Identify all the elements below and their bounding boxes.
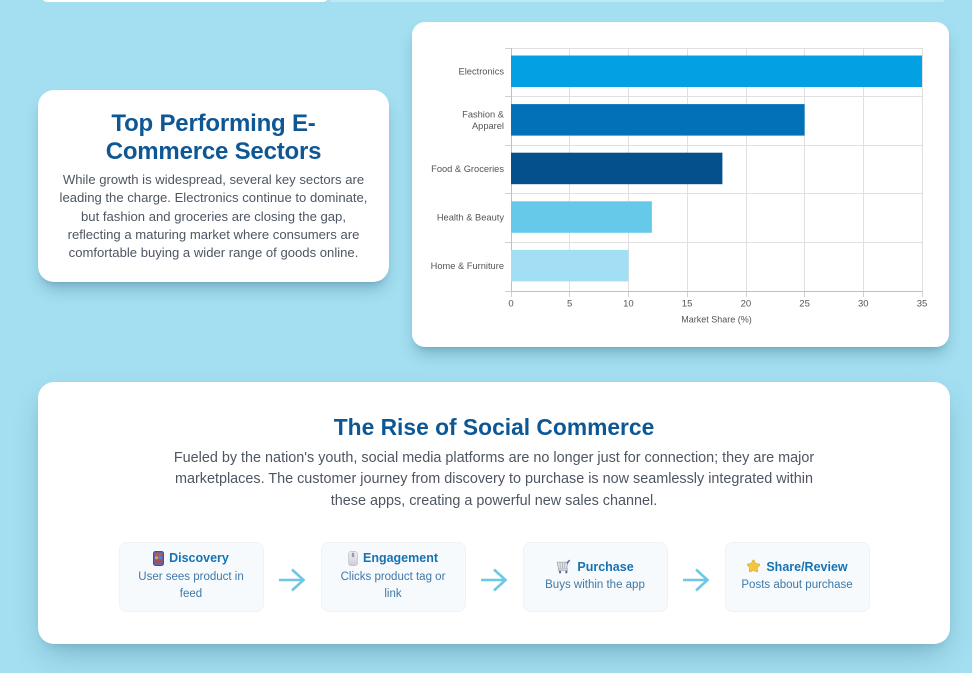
svg-text:20: 20 (741, 299, 752, 310)
svg-text:15: 15 (682, 299, 693, 310)
svg-text:Market Share (%): Market Share (%) (681, 314, 752, 324)
svg-text:Electronics: Electronics (459, 67, 505, 77)
svg-text:Apparel: Apparel (472, 121, 504, 131)
svg-text:Fashion &: Fashion & (462, 110, 505, 120)
svg-text:30: 30 (858, 299, 869, 310)
svg-text:Health & Beauty: Health & Beauty (437, 213, 505, 223)
svg-text:0: 0 (508, 299, 513, 310)
svg-text:10: 10 (623, 299, 634, 310)
svg-text:25: 25 (799, 299, 810, 310)
svg-text:Home & Furniture: Home & Furniture (431, 261, 504, 271)
svg-text:Food & Groceries: Food & Groceries (431, 164, 504, 174)
svg-text:35: 35 (917, 299, 928, 310)
svg-text:5: 5 (567, 299, 572, 310)
